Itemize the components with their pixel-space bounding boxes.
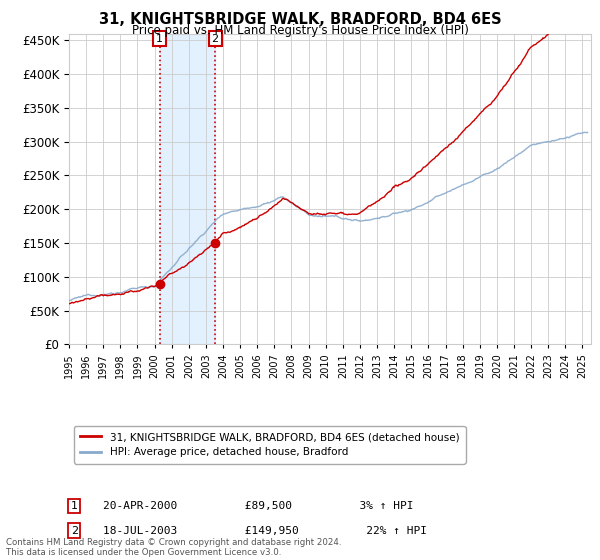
Text: 20-APR-2000          £89,500          3% ↑ HPI: 20-APR-2000 £89,500 3% ↑ HPI <box>103 501 413 511</box>
Text: 31, KNIGHTSBRIDGE WALK, BRADFORD, BD4 6ES: 31, KNIGHTSBRIDGE WALK, BRADFORD, BD4 6E… <box>98 12 502 27</box>
Bar <box>160 34 215 344</box>
Text: 1: 1 <box>156 34 163 44</box>
Text: Price paid vs. HM Land Registry's House Price Index (HPI): Price paid vs. HM Land Registry's House … <box>131 24 469 37</box>
Legend: 31, KNIGHTSBRIDGE WALK, BRADFORD, BD4 6ES (detached house), HPI: Average price, : 31, KNIGHTSBRIDGE WALK, BRADFORD, BD4 6E… <box>74 426 466 464</box>
Text: 2: 2 <box>71 526 78 536</box>
Text: 1: 1 <box>71 501 78 511</box>
Text: Contains HM Land Registry data © Crown copyright and database right 2024.
This d: Contains HM Land Registry data © Crown c… <box>6 538 341 557</box>
Text: 2: 2 <box>212 34 219 44</box>
Text: 18-JUL-2003          £149,950          22% ↑ HPI: 18-JUL-2003 £149,950 22% ↑ HPI <box>103 526 427 536</box>
